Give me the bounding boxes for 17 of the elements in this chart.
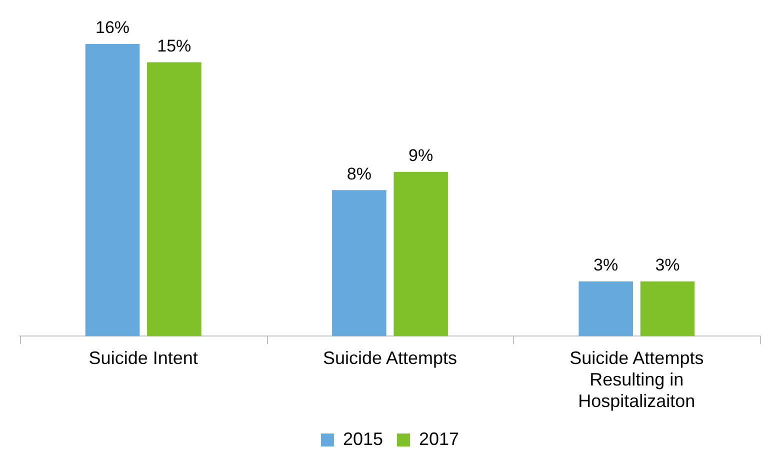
x-tick-label: Suicide Attempts (322, 348, 458, 368)
legend-label: 2017 (419, 428, 460, 449)
x-tick-label: Suicide Intent (88, 348, 198, 368)
bar (85, 44, 140, 336)
bar (394, 172, 448, 336)
data-label: 8% (346, 164, 372, 184)
x-tick-label: Suicide Attempts Resulting in Hospitalizaiton (570, 348, 704, 412)
data-label: 3% (594, 256, 618, 275)
data-label: 3% (655, 256, 680, 275)
bar (578, 281, 633, 336)
data-label: 9% (408, 146, 434, 166)
bar (147, 62, 202, 336)
bar (332, 190, 386, 336)
data-label: 15% (157, 36, 192, 56)
data-label: 16% (95, 18, 130, 38)
bar (640, 281, 695, 336)
legend-label: 2015 (342, 428, 384, 449)
